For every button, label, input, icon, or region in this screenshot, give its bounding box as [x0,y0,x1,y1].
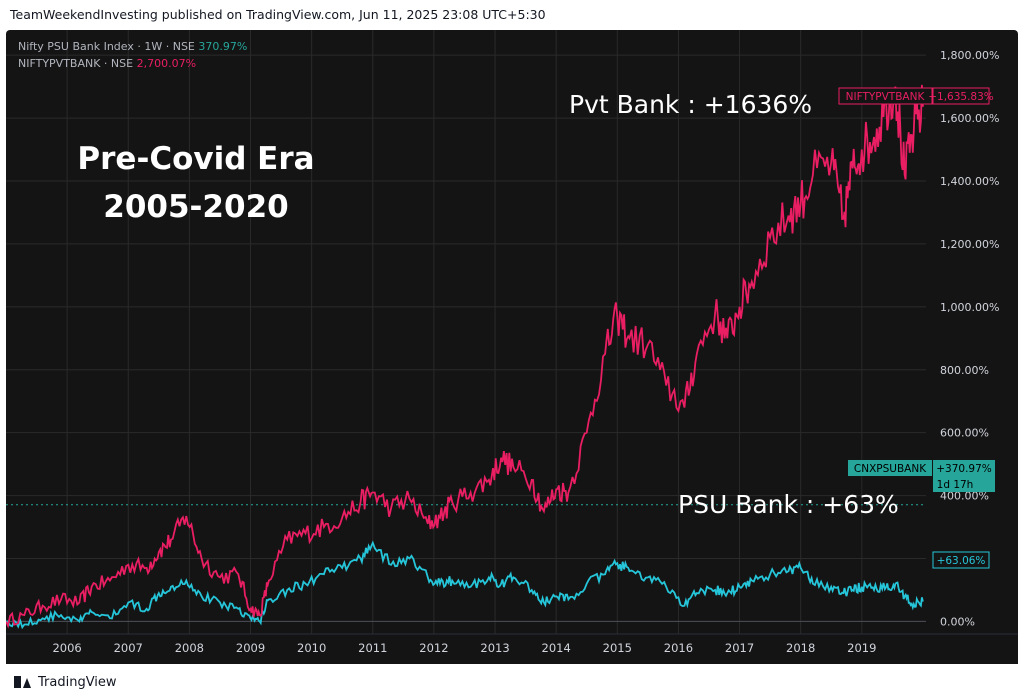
legend-pvt-name: NIFTYPVTBANK · NSE [18,57,134,70]
pvt-badge-name: NIFTYPVTBANK [846,91,926,103]
y-axis-labels: 0.00%200.00%400.00%600.00%800.00%1,000.0… [940,49,999,628]
chart-frame[interactable]: 0.00%200.00%400.00%600.00%800.00%1,000.0… [6,30,1018,694]
chart-canvas[interactable]: 0.00%200.00%400.00%600.00%800.00%1,000.0… [6,30,1018,664]
x-tick-label: 2017 [725,641,754,655]
tradingview-logo-icon[interactable] [14,676,32,688]
psu-current-badge: +63.06% [932,551,990,569]
x-tick-label: 2012 [419,641,448,655]
x-tick-label: 2014 [542,641,571,655]
legend-pvt-value: 2,700.07% [136,57,197,70]
era-title: Pre-Covid Era 2005-2020 [61,135,331,231]
y-tick-label: 400.00% [940,490,989,503]
series-line-pvt [6,84,924,629]
x-tick-label: 2013 [480,641,509,655]
legend-row-psu[interactable]: Nifty PSU Bank Index · 1W · NSE 370.97% [18,38,247,55]
x-tick-label: 2019 [847,641,876,655]
y-tick-label: 600.00% [940,427,989,440]
grid-lines [6,30,926,634]
x-tick-label: 2016 [664,641,693,655]
era-title-line1: Pre-Covid Era [77,141,315,177]
y-tick-label: 1,400.00% [940,175,999,188]
footer-brand[interactable]: TradingView [38,674,117,690]
x-tick-label: 2018 [786,641,815,655]
psu-annotation: PSU Bank : +63% [678,490,899,519]
legend: Nifty PSU Bank Index · 1W · NSE 370.97% … [18,38,247,72]
x-tick-label: 2011 [358,641,387,655]
x-tick-label: 2007 [114,641,143,655]
pvt-annotation: Pvt Bank : +1636% [569,90,813,119]
y-tick-label: 1,200.00% [940,238,999,251]
x-axis-labels: 2006 2007 2008 2009 2010 2011 2012 2013 2014 2015… [52,641,876,655]
legend-row-pvt[interactable]: NIFTYPVTBANK · NSE 2,700.07% [18,55,247,72]
published-header: TeamWeekendInvesting published on Tradin… [0,0,1024,30]
legend-psu-name: Nifty PSU Bank Index · 1W · NSE [18,40,195,53]
pvt-badge: NIFTYPVTBANK +1,635.83% [838,87,994,105]
x-tick-label: 2009 [236,641,265,655]
psu-ref-badge: CNXPSUBANK +370.97% 1d 17h [848,460,995,492]
x-tick-label: 2008 [175,641,204,655]
y-tick-label: 800.00% [940,364,989,377]
x-tick-label: 2006 [52,641,81,655]
y-tick-label: 0.00% [940,615,975,628]
psu-badge-value: +370.97% [936,463,992,475]
y-tick-label: 1,000.00% [940,301,999,314]
era-title-line2: 2005-2020 [103,189,289,225]
y-tick-label: 1,800.00% [940,49,999,62]
psu-badge-name: CNXPSUBANK [854,463,927,475]
psu-badge-time: 1d 17h [937,479,974,491]
legend-psu-value: 370.97% [198,40,248,53]
psu-current-value: +63.06% [937,555,986,567]
y-tick-label: 1,600.00% [940,112,999,125]
series-line-psu [6,540,924,630]
pvt-badge-value: +1,635.83% [928,91,994,103]
x-tick-label: 2015 [603,641,632,655]
footer: TradingView [0,664,1024,700]
x-tick-label: 2010 [297,641,326,655]
